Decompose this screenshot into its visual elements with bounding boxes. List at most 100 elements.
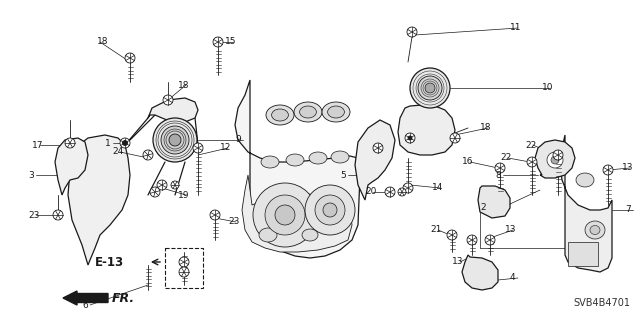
Circle shape bbox=[150, 187, 160, 197]
Polygon shape bbox=[242, 175, 352, 252]
Polygon shape bbox=[462, 255, 498, 290]
Circle shape bbox=[450, 133, 460, 143]
Circle shape bbox=[547, 152, 563, 168]
Circle shape bbox=[467, 235, 477, 245]
Circle shape bbox=[410, 68, 450, 108]
Circle shape bbox=[425, 83, 435, 93]
Circle shape bbox=[153, 118, 197, 162]
Ellipse shape bbox=[576, 173, 594, 187]
Circle shape bbox=[265, 195, 305, 235]
Circle shape bbox=[213, 37, 223, 47]
Circle shape bbox=[193, 143, 203, 153]
Circle shape bbox=[143, 150, 153, 160]
Text: 20: 20 bbox=[365, 188, 376, 197]
Ellipse shape bbox=[259, 228, 277, 242]
FancyArrow shape bbox=[63, 291, 108, 305]
Circle shape bbox=[253, 183, 317, 247]
Circle shape bbox=[65, 138, 75, 148]
Circle shape bbox=[161, 126, 189, 154]
Text: 6: 6 bbox=[82, 300, 88, 309]
Polygon shape bbox=[560, 135, 612, 272]
Circle shape bbox=[553, 150, 563, 160]
Circle shape bbox=[157, 180, 167, 190]
Text: SVB4B4701: SVB4B4701 bbox=[573, 298, 630, 308]
Circle shape bbox=[323, 203, 337, 217]
Text: 15: 15 bbox=[225, 38, 237, 47]
Circle shape bbox=[305, 185, 355, 235]
Ellipse shape bbox=[328, 106, 344, 118]
Ellipse shape bbox=[322, 102, 350, 122]
Text: 17: 17 bbox=[32, 140, 44, 150]
Circle shape bbox=[403, 183, 413, 193]
Text: 23: 23 bbox=[28, 211, 40, 219]
Circle shape bbox=[398, 188, 406, 196]
Circle shape bbox=[485, 235, 495, 245]
Text: 10: 10 bbox=[542, 84, 554, 93]
Circle shape bbox=[551, 156, 559, 164]
Circle shape bbox=[407, 27, 417, 37]
Polygon shape bbox=[535, 140, 575, 178]
Ellipse shape bbox=[309, 152, 327, 164]
Circle shape bbox=[179, 257, 189, 267]
Text: 18: 18 bbox=[97, 38, 108, 47]
Text: 7: 7 bbox=[625, 205, 631, 214]
Text: 2: 2 bbox=[480, 204, 486, 212]
Text: 23: 23 bbox=[228, 218, 239, 226]
Text: 1: 1 bbox=[105, 138, 111, 147]
Polygon shape bbox=[355, 120, 395, 200]
Circle shape bbox=[125, 53, 135, 63]
Circle shape bbox=[315, 195, 345, 225]
Circle shape bbox=[418, 76, 442, 100]
Circle shape bbox=[122, 140, 127, 145]
Ellipse shape bbox=[266, 105, 294, 125]
Ellipse shape bbox=[261, 156, 279, 168]
Text: 12: 12 bbox=[220, 144, 232, 152]
Text: 22: 22 bbox=[500, 153, 511, 162]
Text: 16: 16 bbox=[462, 158, 474, 167]
Ellipse shape bbox=[300, 106, 316, 118]
Text: 22: 22 bbox=[525, 140, 536, 150]
Circle shape bbox=[163, 95, 173, 105]
Circle shape bbox=[603, 165, 613, 175]
Circle shape bbox=[210, 210, 220, 220]
Bar bbox=[568, 242, 598, 266]
Text: 3: 3 bbox=[28, 170, 34, 180]
Polygon shape bbox=[398, 105, 455, 155]
Ellipse shape bbox=[302, 229, 318, 241]
Text: 4: 4 bbox=[510, 273, 516, 283]
Polygon shape bbox=[55, 138, 88, 195]
Text: 13: 13 bbox=[622, 164, 634, 173]
Circle shape bbox=[405, 133, 415, 143]
Circle shape bbox=[495, 163, 505, 173]
Ellipse shape bbox=[271, 109, 289, 121]
Polygon shape bbox=[235, 80, 360, 258]
Text: 8: 8 bbox=[495, 170, 500, 180]
Text: 18: 18 bbox=[480, 123, 492, 132]
Ellipse shape bbox=[294, 102, 322, 122]
Polygon shape bbox=[68, 135, 130, 265]
Circle shape bbox=[447, 230, 457, 240]
Text: 11: 11 bbox=[510, 24, 522, 33]
Ellipse shape bbox=[590, 226, 600, 234]
Text: 24: 24 bbox=[112, 147, 124, 157]
Circle shape bbox=[275, 205, 295, 225]
Circle shape bbox=[120, 138, 130, 148]
Text: 9: 9 bbox=[235, 136, 241, 145]
Polygon shape bbox=[148, 98, 198, 122]
Polygon shape bbox=[478, 186, 510, 218]
Text: FR.: FR. bbox=[112, 292, 135, 305]
Circle shape bbox=[373, 143, 383, 153]
Circle shape bbox=[179, 267, 189, 277]
Text: 19: 19 bbox=[178, 190, 189, 199]
Text: 13: 13 bbox=[505, 226, 516, 234]
Text: 13: 13 bbox=[452, 257, 463, 266]
Text: 5: 5 bbox=[340, 170, 346, 180]
Ellipse shape bbox=[286, 154, 304, 166]
Text: E-13: E-13 bbox=[95, 256, 124, 269]
Ellipse shape bbox=[331, 151, 349, 163]
Circle shape bbox=[385, 187, 395, 197]
Circle shape bbox=[171, 181, 179, 189]
Text: 18: 18 bbox=[178, 80, 189, 90]
Text: 14: 14 bbox=[432, 183, 444, 192]
Circle shape bbox=[53, 210, 63, 220]
